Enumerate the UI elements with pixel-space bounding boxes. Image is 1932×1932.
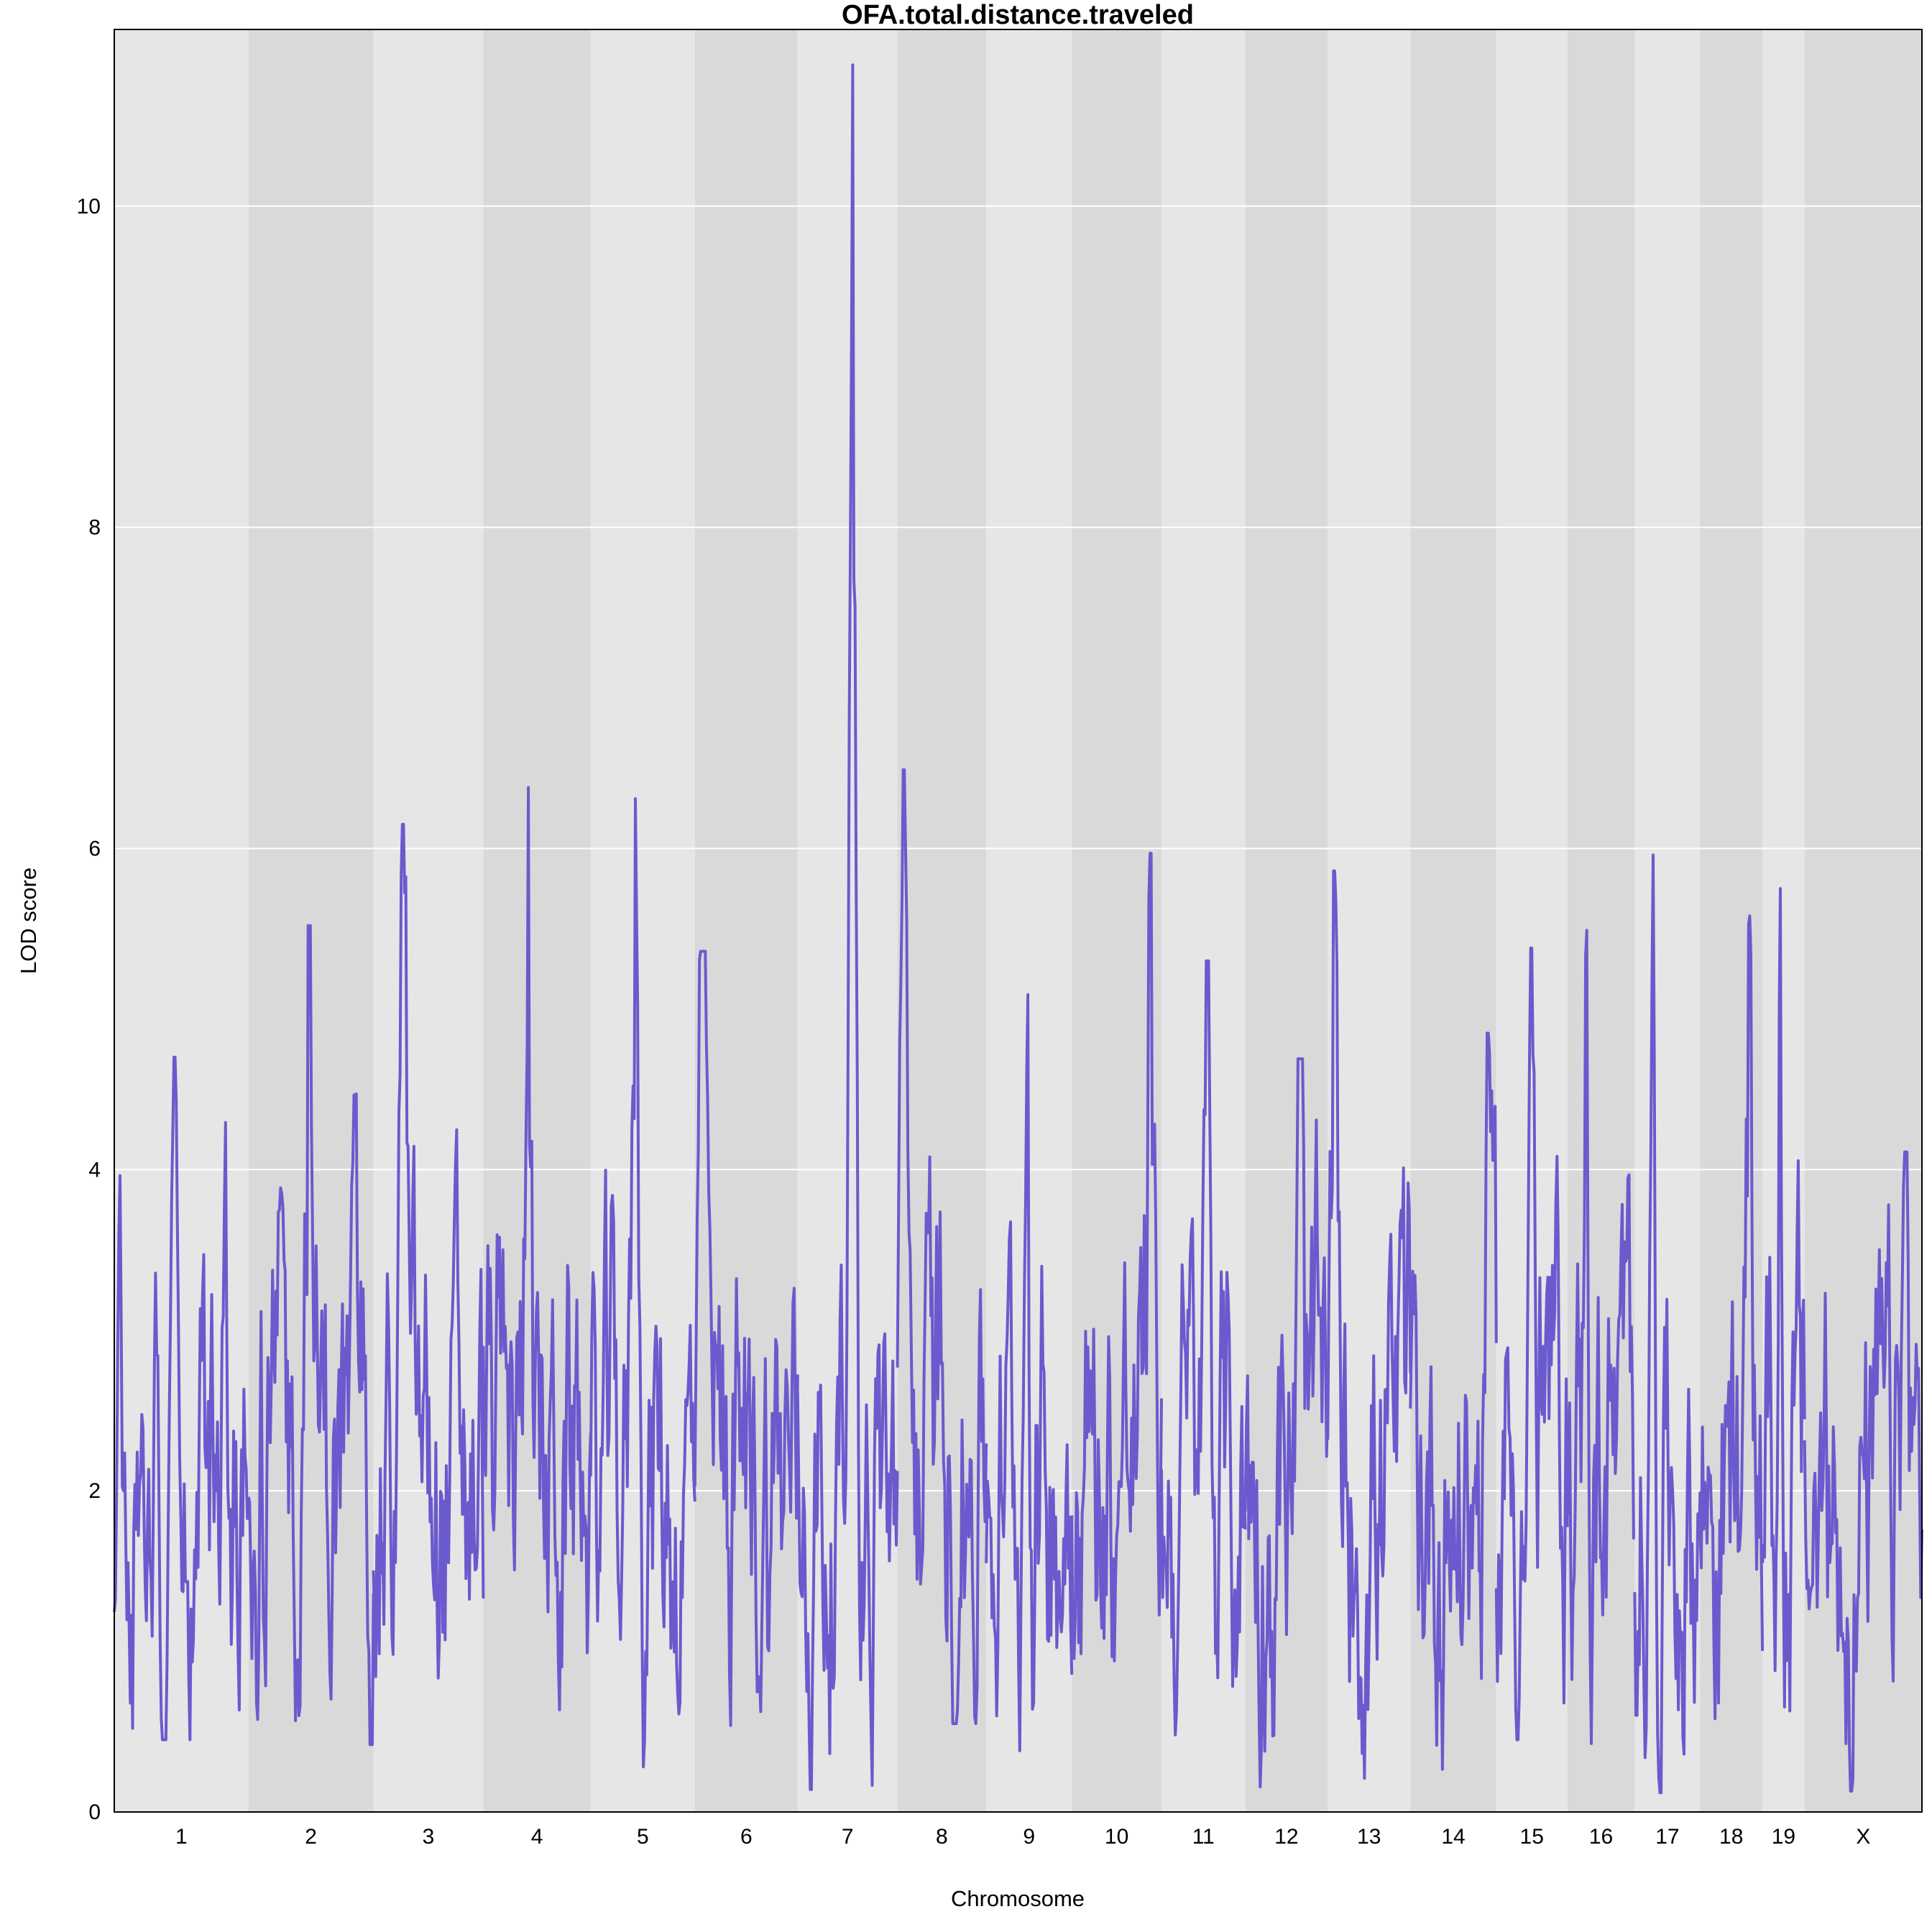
chromosome-band-2 [248, 29, 374, 1812]
x-tick-label-1: 1 [175, 1825, 188, 1849]
lod-curve-chr-17 [1633, 853, 1702, 1795]
x-tick-label-3: 3 [423, 1825, 435, 1849]
lod-curve-chr-2 [247, 924, 375, 1747]
x-tick-label-19: 19 [1772, 1825, 1795, 1849]
lod-curve-chr-15 [1494, 947, 1569, 1742]
lod-curve-chr-1 [113, 1055, 250, 1742]
lod-curve-chr-6 [693, 949, 799, 1727]
y-tick-label-0: 0 [88, 1800, 101, 1824]
lod-curve-chr-4 [482, 786, 592, 1711]
x-tick-label-12: 12 [1274, 1825, 1298, 1849]
y-tick-label-4: 4 [88, 1158, 101, 1182]
lod-curve-chr-9 [985, 993, 1074, 1752]
x-tick-label-X: X [1856, 1825, 1870, 1849]
lod-curve-chr-13 [1326, 869, 1412, 1780]
chart-title: OFA.total.distance.traveled [842, 0, 1194, 30]
x-tick-label-10: 10 [1105, 1825, 1128, 1849]
x-tick-label-2: 2 [305, 1825, 317, 1849]
lod-curve-chr-12 [1243, 1057, 1330, 1789]
x-tick-label-6: 6 [740, 1825, 753, 1849]
y-tick-label-10: 10 [77, 195, 101, 218]
x-tick-label-17: 17 [1655, 1825, 1679, 1849]
x-tick-label-11: 11 [1192, 1825, 1215, 1849]
x-tick-label-16: 16 [1589, 1825, 1613, 1849]
x-axis-title: Chromosome [951, 1886, 1085, 1911]
x-axis: 1 2 3 4 5 6 7 8 9 10 11 12 13 14 15 16 17 18 19 X [175, 1825, 1870, 1849]
plot-frame [114, 29, 1923, 1813]
lod-series [113, 63, 1923, 1795]
chromosome-band-15 [1496, 29, 1568, 1812]
y-tick-label-8: 8 [88, 516, 101, 540]
y-axis: 0 2 4 6 8 10 [77, 195, 101, 1824]
chromosome-band-11 [1161, 29, 1246, 1812]
lod-curve-chr-18 [1698, 914, 1765, 1721]
lod-curve-chr-5 [589, 797, 696, 1769]
lod-curve-chr-10 [1070, 852, 1163, 1662]
x-tick-label-8: 8 [936, 1825, 948, 1849]
lod-curve-chr-3 [372, 822, 485, 1680]
x-tick-label-13: 13 [1357, 1825, 1381, 1849]
y-axis-title: LOD score [16, 868, 41, 974]
x-tick-label-18: 18 [1719, 1825, 1743, 1849]
chromosome-band-X [1804, 29, 1922, 1812]
y-tick-label-6: 6 [88, 837, 101, 860]
x-tick-label-7: 7 [842, 1825, 854, 1849]
x-tick-label-14: 14 [1441, 1825, 1465, 1849]
lod-curve-chr-X [1803, 1150, 1923, 1793]
lod-curve-chr-8 [896, 768, 988, 1726]
x-tick-label-9: 9 [1023, 1825, 1035, 1849]
gridlines [114, 205, 1922, 1492]
lod-curve-chr-7 [796, 63, 899, 1791]
lod-curve-chr-19 [1761, 887, 1806, 1713]
x-tick-label-5: 5 [637, 1825, 649, 1849]
lod-curve-chr-16 [1565, 929, 1635, 1745]
lod-curve-chr-11 [1160, 959, 1247, 1736]
chromosome-band-18 [1700, 29, 1763, 1812]
x-tick-label-15: 15 [1520, 1825, 1544, 1849]
y-tick-label-2: 2 [88, 1479, 101, 1503]
x-tick-label-4: 4 [531, 1825, 543, 1849]
lod-curve-chr-14 [1409, 1031, 1498, 1771]
